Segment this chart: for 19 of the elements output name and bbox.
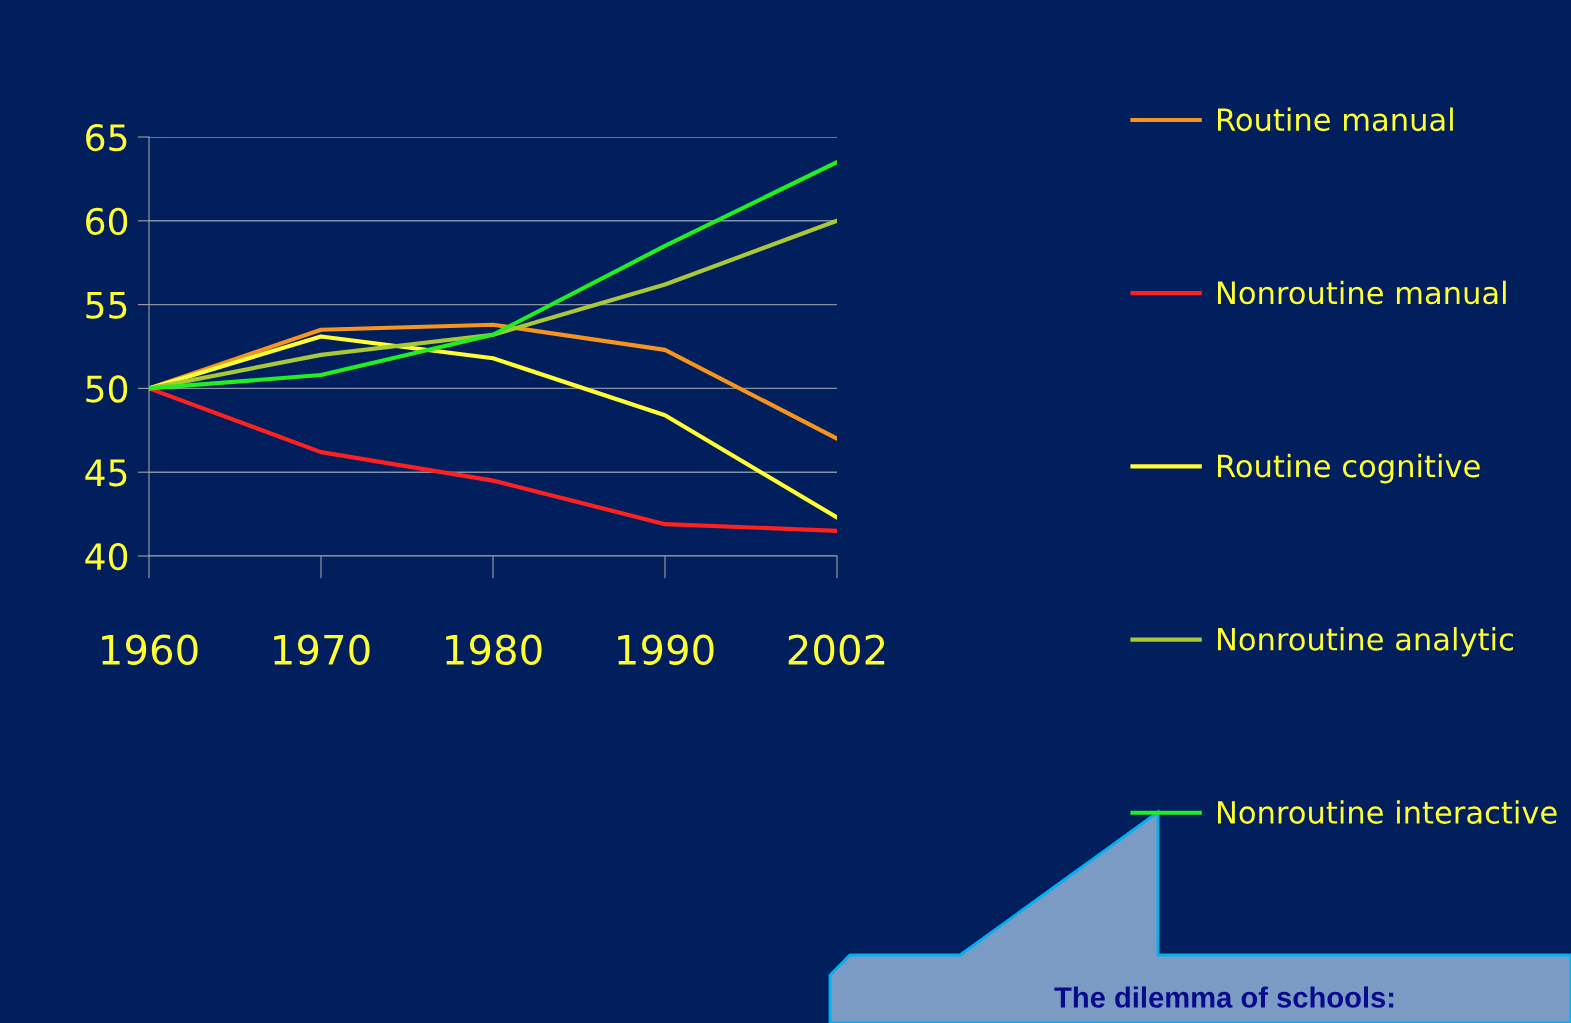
y-tick-label: 60: [86, 207, 128, 236]
legend-label: Nonroutine analytic: [1218, 627, 1513, 657]
y-tick-label: 45: [85, 459, 127, 487]
line-series: [149, 334, 837, 520]
legend-label: Nonroutine manual: [1218, 280, 1506, 305]
y-tick-label: 55: [86, 291, 127, 319]
x-tick-label: 2002: [788, 634, 885, 665]
text: The dilemma of schools:: [1054, 986, 1394, 1008]
legend-label: Routine cognitive: [1218, 453, 1480, 484]
y-tick-label: 65: [86, 123, 127, 152]
legend-label: Nonroutine interactive: [1218, 800, 1557, 824]
legend-label: Routine manual: [1218, 107, 1453, 132]
x-tick-label: 1980: [446, 634, 542, 665]
y-tick-label: 50: [86, 375, 128, 403]
x-tick-label: 1970: [274, 634, 370, 665]
x-tick-label: 1960: [102, 634, 198, 665]
x-tick-label: 1990: [618, 634, 714, 665]
line-series: [149, 160, 837, 391]
y-tick-label: 40: [85, 542, 128, 571]
